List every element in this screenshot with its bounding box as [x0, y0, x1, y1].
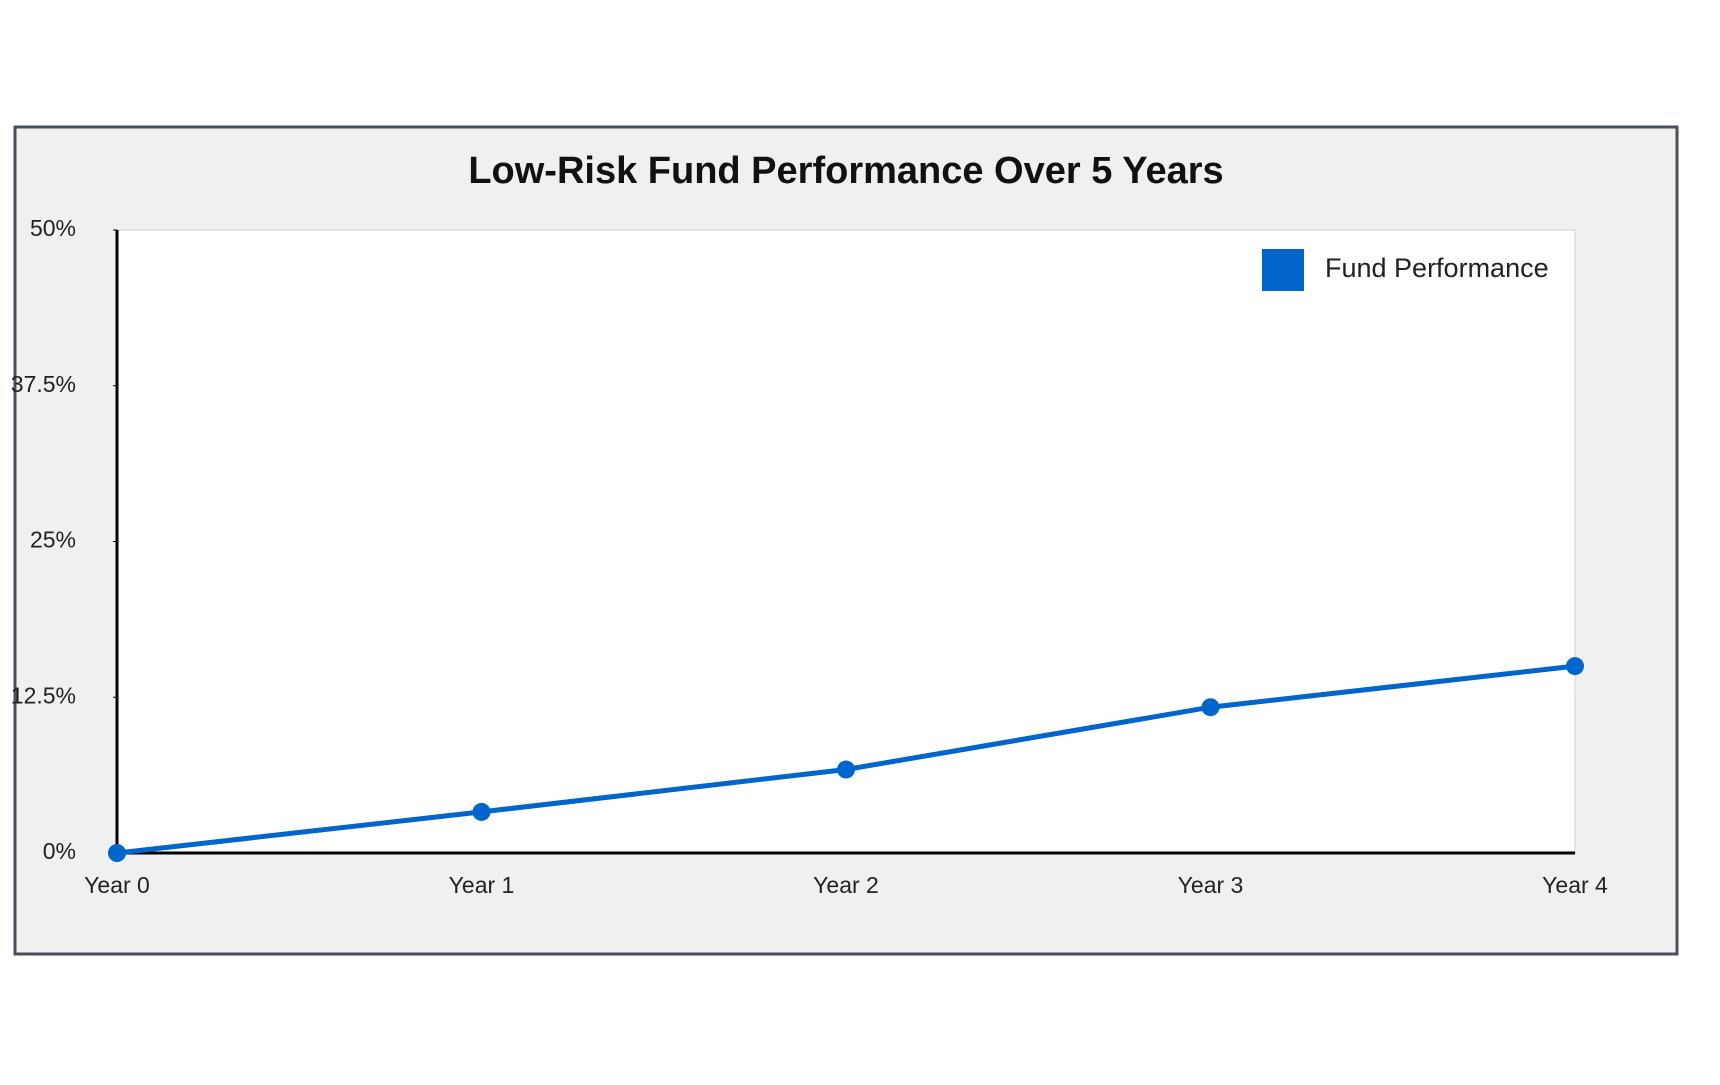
- x-tick-label: Year 2: [813, 872, 879, 898]
- x-tick-label: Year 1: [449, 872, 515, 898]
- data-point: [472, 802, 491, 821]
- y-tick-label: 0%: [43, 838, 76, 864]
- data-point: [1566, 657, 1584, 676]
- x-tick-label: Year 4: [1542, 872, 1608, 898]
- plot-area: [116, 229, 1576, 854]
- x-tick-label: Year 3: [1178, 872, 1244, 898]
- x-tick-label: Year 0: [84, 872, 150, 898]
- legend-label: Fund Performance: [1325, 253, 1549, 283]
- data-point: [837, 760, 855, 779]
- y-tick-label: 50%: [30, 215, 76, 241]
- y-tick-label: 25%: [30, 527, 76, 553]
- data-point: [1201, 698, 1220, 717]
- data-point: [108, 844, 126, 862]
- y-tick-label: 12.5%: [11, 682, 76, 708]
- chart-title: Low-Risk Fund Performance Over 5 Years: [468, 150, 1223, 192]
- legend-swatch: [1262, 249, 1304, 291]
- y-tick-label: 37.5%: [11, 371, 76, 397]
